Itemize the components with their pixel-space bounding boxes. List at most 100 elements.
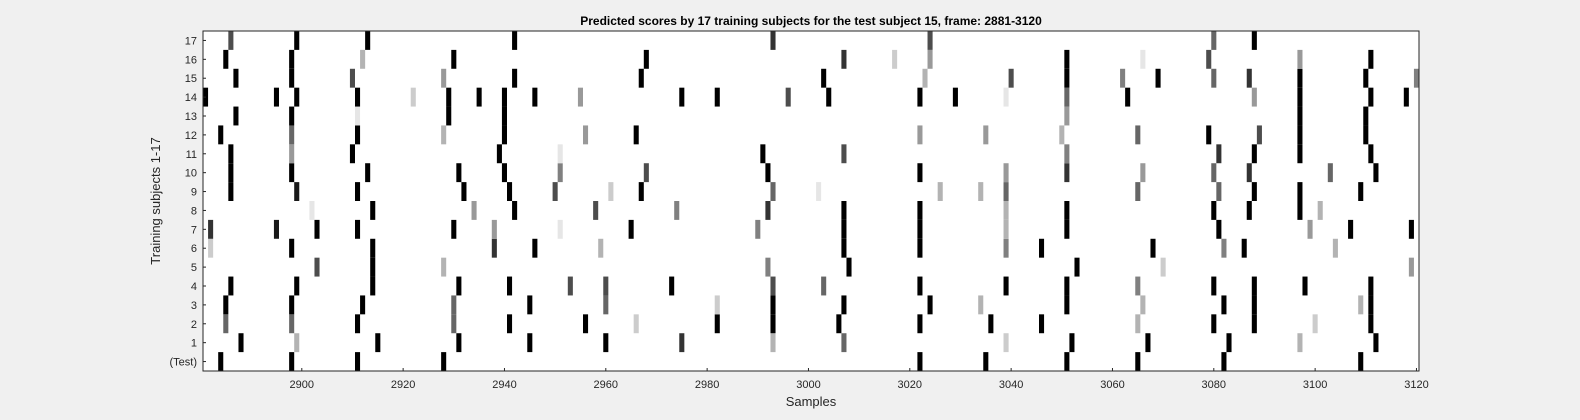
heatmap-cell (1140, 163, 1146, 183)
heatmap-cell (1059, 125, 1065, 145)
heatmap-cell (355, 182, 361, 201)
heatmap-cell (603, 276, 609, 296)
heatmap-cell (1251, 295, 1257, 315)
heatmap-cell (456, 333, 462, 353)
heatmap-cell (760, 144, 766, 164)
heatmap-cell (273, 219, 279, 239)
chart-title: Predicted scores by 17 training subjects… (580, 14, 1042, 28)
heatmap-cell (1003, 201, 1009, 220)
heatmap-cell (289, 144, 295, 164)
heatmap-cell (289, 352, 295, 371)
heatmap-cell (1064, 295, 1070, 315)
heatmap-cell (1251, 276, 1257, 296)
heatmap-cell (1302, 276, 1308, 296)
y-tick-label: 14 (185, 92, 197, 104)
heatmap-cell (375, 333, 381, 353)
y-tick-label: 17 (185, 35, 197, 47)
heatmap-cell (512, 201, 518, 220)
heatmap-cell (603, 333, 609, 353)
heatmap-cell (349, 68, 355, 88)
heatmap-cell (1348, 219, 1354, 239)
heatmap-cell (593, 201, 599, 220)
heatmap-cell (1297, 106, 1303, 126)
heatmap-cell (289, 125, 295, 145)
heatmap-cell (532, 238, 538, 258)
heatmap-cell (309, 201, 315, 220)
heatmap-cell (208, 219, 214, 239)
heatmap-cell (1358, 182, 1364, 201)
x-tick-label: 3080 (1202, 379, 1226, 391)
heatmap-cell (1008, 68, 1014, 88)
heatmap-cell (1135, 125, 1141, 145)
heatmap-cell (355, 125, 361, 145)
heatmap-cell (714, 87, 720, 107)
heatmap-cell (476, 87, 482, 107)
x-tick-label: 3100 (1303, 379, 1327, 391)
heatmap-cell (841, 295, 847, 315)
heatmap-cell (1312, 314, 1318, 334)
heatmap-cell (233, 106, 239, 126)
heatmap-cell (223, 49, 229, 69)
heatmap-cell (557, 163, 563, 183)
heatmap-cell (917, 125, 923, 145)
heatmap-cell (1256, 125, 1262, 145)
heatmap-cell (314, 219, 320, 239)
heatmap-cell (552, 182, 558, 201)
heatmap-cell (765, 257, 771, 277)
heatmap-cell (937, 182, 943, 201)
x-axis-label: Samples (786, 394, 837, 409)
y-tick-label: 5 (191, 262, 197, 274)
heatmap-cell (770, 333, 776, 353)
heatmap-cell (1413, 68, 1419, 88)
heatmap-cell (228, 31, 234, 50)
x-tick-label: 2900 (290, 379, 314, 391)
heatmap-cell (1241, 238, 1247, 258)
heatmap-cell (679, 333, 685, 353)
heatmap-cell (1135, 314, 1141, 334)
heatmap-cell (1297, 144, 1303, 164)
heatmap-cell (583, 125, 589, 145)
heatmap-cell (1246, 201, 1252, 220)
heatmap-cell (1211, 201, 1217, 220)
heatmap-cell (978, 295, 984, 315)
heatmap-cell (1211, 31, 1217, 50)
heatmap-cell (314, 257, 320, 277)
heatmap-cell (491, 238, 497, 258)
heatmap-cell (841, 238, 847, 258)
heatmap-cell (451, 219, 457, 239)
heatmap-cell (446, 106, 452, 126)
heatmap-cell (507, 314, 513, 334)
heatmap-cell (917, 163, 923, 183)
heatmap-cell (512, 68, 518, 88)
x-tick-label: 2940 (492, 379, 516, 391)
heatmap-cell (365, 163, 371, 183)
heatmap-cell (1368, 314, 1374, 334)
heatmap-cell (633, 314, 639, 334)
heatmap-cell (765, 201, 771, 220)
heatmap-cell (1069, 333, 1075, 353)
heatmap-cell (1358, 352, 1364, 371)
heatmap-cell (441, 352, 447, 371)
heatmap-cell (1358, 295, 1364, 315)
heatmap-cell (1155, 68, 1161, 88)
heatmap-cell (1216, 182, 1222, 201)
heatmap-cell (714, 295, 720, 315)
heatmap-cell (1064, 49, 1070, 69)
axis-ticks (203, 39, 1417, 371)
heatmap-cell (674, 201, 680, 220)
heatmap-cell (223, 295, 229, 315)
y-tick-label: 11 (186, 149, 197, 161)
heatmap-cell (294, 333, 300, 353)
heatmap-cell (1003, 333, 1009, 353)
heatmap-cell (770, 314, 776, 334)
heatmap-cell (501, 87, 507, 107)
x-tick-label: 2960 (594, 379, 618, 391)
tick-labels: 2900 2920 2940 2960 2980 3000 3020 3040 3060 3080… (170, 35, 1429, 391)
heatmap-cell (846, 257, 852, 277)
heatmap-cell (1297, 182, 1303, 201)
heatmap-cell (1368, 49, 1374, 69)
heatmap-cell (289, 163, 295, 183)
heatmap-cell (633, 125, 639, 145)
heatmap-cell (978, 182, 984, 201)
heatmap-cell (770, 182, 776, 201)
